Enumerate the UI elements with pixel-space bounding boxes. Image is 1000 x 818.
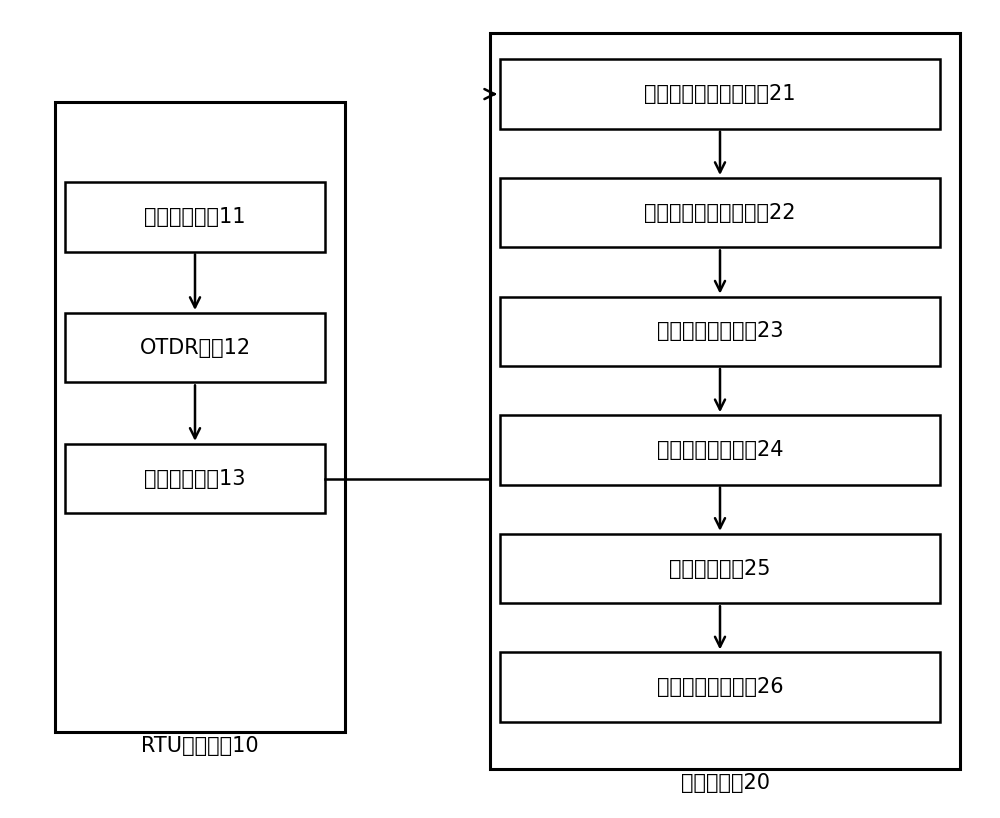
Text: 网管服务器20: 网管服务器20 <box>680 773 770 793</box>
Bar <box>500 59 940 128</box>
Bar <box>490 33 960 769</box>
Bar <box>500 178 940 247</box>
Bar <box>500 297 940 366</box>
Text: 管理控制模块11: 管理控制模块11 <box>144 207 246 227</box>
Bar <box>500 533 940 604</box>
Text: 故障信息显示模块23: 故障信息显示模块23 <box>657 321 783 341</box>
Text: 确认结果反馈模块26: 确认结果反馈模块26 <box>657 677 783 697</box>
Bar <box>55 102 345 732</box>
Bar <box>65 182 325 252</box>
Bar <box>500 653 940 722</box>
Text: OTDR模块12: OTDR模块12 <box>139 338 251 357</box>
Text: 纤芯测试结果处理模块22: 纤芯测试结果处理模块22 <box>644 203 796 222</box>
Text: 告警处理模块25: 告警处理模块25 <box>669 559 771 578</box>
Text: 备纤监测模块13: 备纤监测模块13 <box>144 469 246 488</box>
Bar <box>65 443 325 514</box>
Text: 轮巡测试计划处理模块21: 轮巡测试计划处理模块21 <box>644 84 796 104</box>
Text: 告警信息生成模块24: 告警信息生成模块24 <box>657 440 783 460</box>
Bar <box>500 415 940 484</box>
Text: RTU测试设备10: RTU测试设备10 <box>141 736 259 756</box>
Bar <box>65 313 325 383</box>
